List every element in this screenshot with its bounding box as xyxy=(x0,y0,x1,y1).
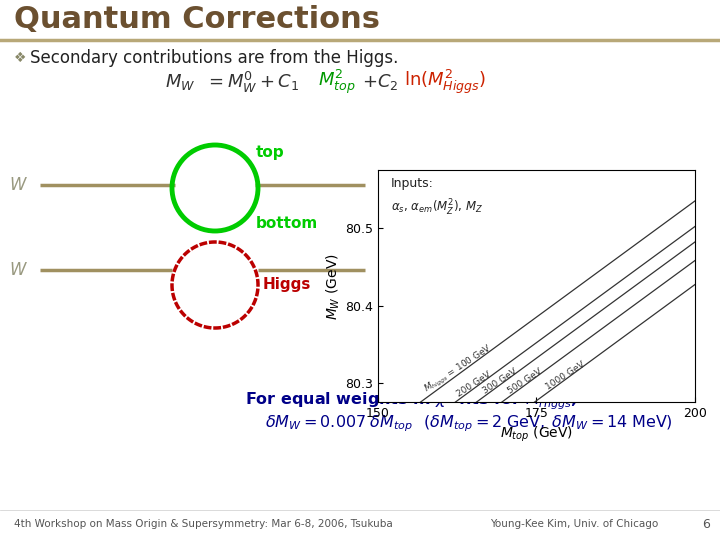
Y-axis label: $M_W$ (GeV): $M_W$ (GeV) xyxy=(325,253,343,320)
Text: 6: 6 xyxy=(702,517,710,530)
Text: $\ln(M_{Higgs}^2)$: $\ln(M_{Higgs}^2)$ xyxy=(404,68,487,96)
Text: $\delta M_W = 0.007\;\delta M_{top}$  $(\delta M_{top} = 2\;\mathrm{GeV},\;\delt: $\delta M_W = 0.007\;\delta M_{top}$ $(\… xyxy=(265,414,673,434)
Text: W: W xyxy=(9,261,26,279)
Text: Higgs: Higgs xyxy=(263,278,311,293)
Text: W: W xyxy=(9,176,26,194)
Text: $M_{higgs}$ = 100 GeV: $M_{higgs}$ = 100 GeV xyxy=(421,342,495,396)
Text: $+ C_2$: $+ C_2$ xyxy=(362,72,398,92)
Text: Inputs:: Inputs: xyxy=(391,177,433,190)
Text: Secondary contributions are from the Higgs.: Secondary contributions are from the Hig… xyxy=(30,49,398,67)
Text: $M_{top}^2$: $M_{top}^2$ xyxy=(318,68,356,96)
Text: $= M_W^0 + C_1$: $= M_W^0 + C_1$ xyxy=(205,70,299,94)
Text: 300 GeV: 300 GeV xyxy=(481,367,518,395)
Text: bottom: bottom xyxy=(256,217,318,232)
Text: 500 GeV: 500 GeV xyxy=(506,367,544,395)
Text: 200 GeV: 200 GeV xyxy=(456,370,493,399)
Text: 4th Workshop on Mass Origin & Supersymmetry: Mar 6-8, 2006, Tsukuba: 4th Workshop on Mass Origin & Supersymme… xyxy=(14,519,392,529)
Bar xyxy=(0,55,395,385)
Text: $M_W$: $M_W$ xyxy=(165,72,195,92)
Text: top: top xyxy=(256,145,284,159)
Text: $\alpha_s$, $\alpha_{em}(M_Z^2)$, $M_Z$: $\alpha_s$, $\alpha_{em}(M_Z^2)$, $M_Z$ xyxy=(391,198,483,218)
Text: Quantum Corrections: Quantum Corrections xyxy=(14,5,380,35)
Text: For equal weights in $\chi^2$ fits for $M_{Higgs}$,: For equal weights in $\chi^2$ fits for $… xyxy=(245,388,577,411)
Text: Young-Kee Kim, Univ. of Chicago: Young-Kee Kim, Univ. of Chicago xyxy=(490,519,658,529)
X-axis label: $M_{top}$ (GeV): $M_{top}$ (GeV) xyxy=(500,424,573,444)
Text: 1000 GeV: 1000 GeV xyxy=(544,360,587,392)
Text: ❖: ❖ xyxy=(14,51,27,65)
